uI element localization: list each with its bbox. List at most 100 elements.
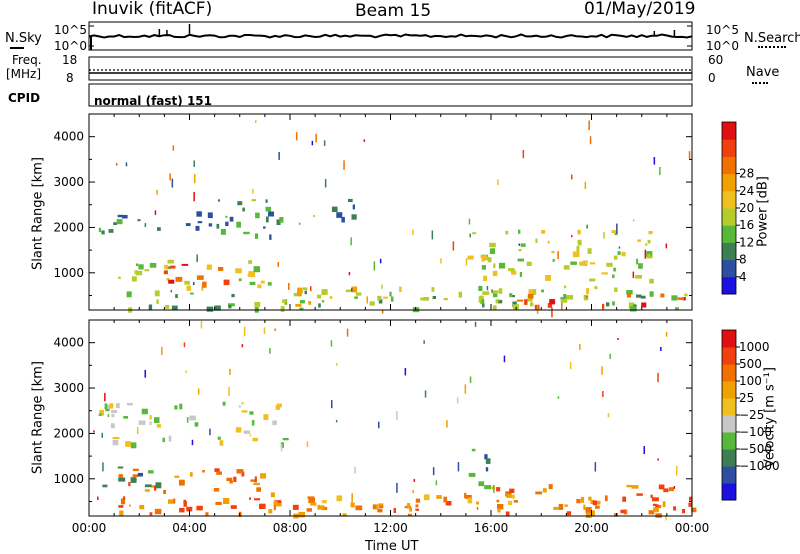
heatmap-cell bbox=[456, 397, 459, 404]
heatmap-cell bbox=[481, 256, 485, 262]
x-tick-label: 00:00 bbox=[72, 521, 107, 535]
heatmap-cell bbox=[346, 328, 349, 337]
heatmap-cell bbox=[383, 296, 388, 299]
heatmap-cell bbox=[635, 275, 642, 279]
y-tick-label: 3000 bbox=[53, 175, 84, 189]
heatmap-cell bbox=[193, 191, 195, 202]
heatmap-cell bbox=[185, 370, 187, 373]
heatmap-cell bbox=[606, 262, 613, 267]
heatmap-cell bbox=[219, 440, 224, 446]
heatmap-cell bbox=[423, 494, 430, 501]
colorbar-swatch bbox=[722, 259, 736, 278]
heatmap-cell bbox=[545, 275, 551, 281]
heatmap-cell bbox=[136, 427, 139, 435]
heatmap-cell bbox=[193, 160, 195, 167]
heatmap-cell bbox=[564, 285, 567, 289]
heatmap-cell bbox=[566, 511, 572, 516]
heatmap-cell bbox=[583, 504, 586, 511]
heatmap-cell bbox=[308, 497, 316, 504]
heatmap-cell bbox=[195, 225, 200, 231]
heatmap-cell bbox=[156, 424, 162, 428]
heatmap-cell bbox=[585, 512, 592, 518]
heatmap-cell bbox=[644, 243, 648, 246]
heatmap-cell bbox=[584, 181, 587, 189]
heatmap-cell bbox=[226, 477, 233, 482]
heatmap-cell bbox=[154, 210, 157, 215]
heatmap-cell bbox=[214, 305, 221, 311]
heatmap-cell bbox=[282, 299, 287, 303]
colorbar-swatch bbox=[722, 139, 736, 157]
heatmap-cell bbox=[519, 271, 522, 277]
heatmap-cell bbox=[389, 291, 392, 297]
heatmap-cell bbox=[123, 496, 126, 500]
heatmap-cell bbox=[491, 291, 498, 294]
heatmap-cell bbox=[496, 487, 501, 492]
heatmap-cell bbox=[467, 497, 473, 504]
heatmap-cell bbox=[636, 294, 642, 298]
heatmap-cell bbox=[350, 502, 355, 508]
heatmap-cell bbox=[197, 388, 200, 395]
colorbar-swatch bbox=[722, 208, 736, 226]
heatmap-cell bbox=[179, 479, 185, 486]
heatmap-cell bbox=[122, 215, 128, 219]
heatmap-cell bbox=[163, 270, 168, 275]
heatmap-cell bbox=[415, 498, 421, 503]
beam-title: Beam 15 bbox=[355, 1, 432, 21]
heatmap-cell bbox=[471, 448, 476, 452]
heatmap-cell bbox=[372, 504, 378, 510]
heatmap-cell bbox=[657, 458, 659, 461]
heatmap-cell bbox=[474, 321, 477, 327]
heatmap-cell bbox=[149, 512, 153, 516]
heatmap-cell bbox=[156, 189, 158, 195]
heatmap-cell bbox=[563, 265, 570, 270]
freq-panel-frame bbox=[88, 56, 693, 81]
heatmap-cell bbox=[217, 436, 221, 440]
heatmap-cell bbox=[532, 289, 537, 295]
heatmap-cell bbox=[643, 446, 645, 455]
heatmap-cell bbox=[235, 427, 242, 433]
heatmap-cell bbox=[273, 500, 278, 507]
heatmap-cell bbox=[218, 267, 224, 271]
heatmap-cell bbox=[144, 484, 152, 488]
x-tick-label: 16:00 bbox=[474, 521, 509, 535]
colorbar-tick-label: 24 bbox=[739, 184, 754, 198]
heatmap-cell bbox=[154, 508, 162, 515]
heatmap-cell bbox=[469, 376, 472, 383]
heatmap-cell bbox=[527, 293, 534, 299]
heatmap-cell bbox=[164, 264, 168, 270]
heatmap-cell bbox=[601, 272, 608, 275]
heatmap-cell bbox=[241, 344, 244, 348]
heatmap-cell bbox=[464, 492, 467, 499]
heatmap-cell bbox=[138, 264, 144, 270]
colorbar-swatch bbox=[722, 449, 736, 467]
heatmap-cell bbox=[220, 229, 226, 235]
colorbar-tick-label: −1000 bbox=[739, 459, 780, 473]
heatmap-cell bbox=[243, 231, 250, 235]
colorbar-tick-label: −500 bbox=[739, 442, 772, 456]
heatmap-cell bbox=[557, 251, 559, 260]
heatmap-cell bbox=[560, 297, 566, 300]
heatmap-cell bbox=[481, 265, 486, 270]
heatmap-cell bbox=[149, 263, 157, 268]
heatmap-cell bbox=[317, 504, 320, 510]
heatmap-cell bbox=[594, 286, 598, 290]
heatmap-cell bbox=[254, 476, 257, 483]
heatmap-cell bbox=[331, 206, 338, 212]
heatmap-cell bbox=[483, 275, 488, 282]
heatmap-cell bbox=[222, 401, 226, 406]
heatmap-cell bbox=[200, 320, 203, 329]
heatmap-cell bbox=[321, 289, 328, 295]
heatmap-cell bbox=[107, 414, 110, 418]
heatmap-cell bbox=[251, 420, 255, 426]
heatmap-cell bbox=[259, 503, 266, 509]
heatmap-cell bbox=[263, 226, 266, 229]
heatmap-cell bbox=[492, 270, 498, 277]
heatmap-cell bbox=[277, 262, 279, 267]
heatmap-cell bbox=[166, 277, 170, 281]
colorbar-tick-label: −100 bbox=[739, 425, 772, 439]
heatmap-cell bbox=[571, 174, 573, 180]
heatmap-cell bbox=[628, 302, 635, 309]
heatmap-cell bbox=[113, 222, 117, 225]
heatmap-cell bbox=[196, 505, 203, 511]
heatmap-cell bbox=[130, 477, 137, 483]
